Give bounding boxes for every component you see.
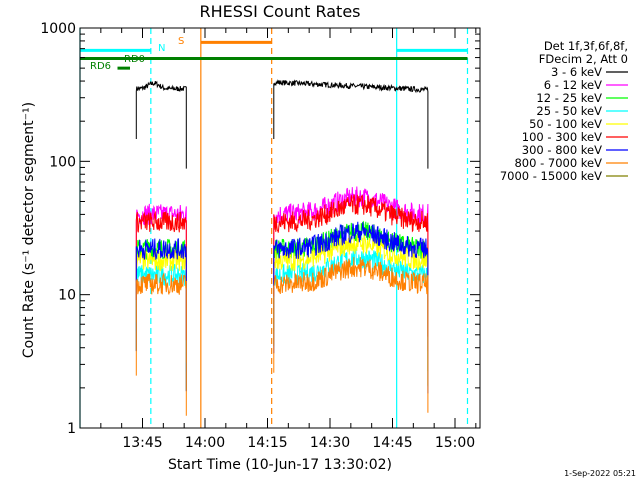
- x-axis-label: Start Time (10-Jun-17 13:30:02): [168, 457, 392, 473]
- legend: Det 1f,3f,6f,8f,FDecim 2, Att 03 - 6 keV…: [500, 39, 628, 183]
- legend-entry-label: 3 - 6 keV: [551, 65, 602, 79]
- series-50-100keV: [135, 249, 187, 363]
- legend-header: Det 1f,3f,6f,8f,: [544, 39, 628, 53]
- x-tick-label: 14:30: [310, 435, 350, 451]
- x-tick-label: 14:45: [372, 435, 412, 451]
- legend-entry-label: 800 - 7000 keV: [514, 156, 602, 170]
- y-tick-label: 1: [67, 421, 76, 437]
- legend-header: FDecim 2, Att 0: [539, 52, 628, 66]
- x-tick-label: 14:15: [247, 435, 287, 451]
- legend-entry-label: 25 - 50 keV: [536, 104, 602, 118]
- legend-entry-label: 300 - 800 keV: [522, 143, 602, 157]
- legend-entry-label: 50 - 100 keV: [529, 117, 602, 131]
- series-300-800keV: [273, 221, 429, 394]
- series-800-7000keV: [273, 257, 429, 413]
- x-tick-label: 13:45: [122, 435, 162, 451]
- y-tick-label: 1000: [40, 21, 76, 37]
- legend-entry-label: 100 - 300 keV: [522, 130, 602, 144]
- series-300-800keV: [135, 238, 187, 392]
- legend-entry-label: 7000 - 15000 keV: [500, 169, 602, 183]
- series-3-6keV: [135, 80, 187, 169]
- timestamp: 1-Sep-2022 05:21: [564, 469, 636, 478]
- series-100-300keV: [273, 194, 429, 337]
- series-3-6keV: [273, 79, 429, 169]
- legend-entry-label: 12 - 25 keV: [536, 91, 602, 105]
- series-100-300keV: [135, 210, 187, 341]
- x-tick-label: 14:00: [185, 435, 225, 451]
- chart-title: RHESSI Count Rates: [200, 2, 361, 21]
- y-axis-label: Count Rate (s⁻¹ detector segment⁻¹): [21, 102, 37, 358]
- annotation-rd6: RD6: [90, 61, 111, 72]
- series-800-7000keV: [135, 272, 187, 416]
- axes: 1 10 100 1000 13:45 14:00 14:15 14:30 14:45 15:00: [40, 21, 481, 451]
- series-group: [135, 79, 429, 416]
- legend-entry-label: 6 - 12 keV: [544, 78, 602, 92]
- annotation-rd0: RD0: [124, 54, 145, 65]
- y-tick-label: 10: [58, 288, 76, 304]
- annotation-s: S: [178, 36, 184, 47]
- x-tick-label: 15:00: [435, 435, 475, 451]
- annotation-n: N: [158, 43, 165, 54]
- plot-frame: [79, 27, 481, 429]
- y-tick-label: 100: [49, 154, 76, 170]
- flag-bars: N S RD0 RD6: [80, 36, 468, 72]
